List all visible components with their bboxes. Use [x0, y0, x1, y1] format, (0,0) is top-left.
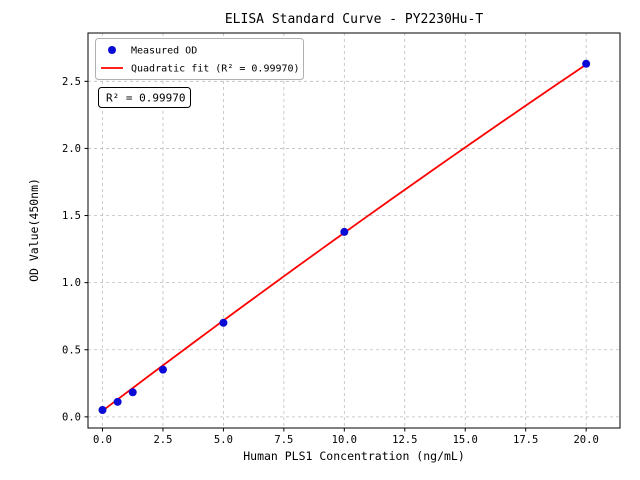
measured-od-point [98, 406, 107, 415]
gridlines [88, 33, 620, 428]
y-tick-label: 0.5 [62, 344, 81, 356]
measured-od-point [113, 397, 122, 406]
x-tick-label: 0.0 [93, 434, 112, 446]
x-tick-label: 15.0 [453, 434, 478, 446]
data-series [98, 59, 591, 415]
y-tick-label: 0.0 [62, 411, 81, 423]
measured-od-point [582, 59, 591, 68]
r-squared-annotation: R² = 0.99970 [98, 87, 191, 108]
legend: Measured OD Quadratic fit (R² = 0.99970) [95, 38, 304, 80]
chart-title: ELISA Standard Curve - PY2230Hu-T [225, 12, 483, 27]
measured-od-point [128, 388, 137, 397]
legend-label-measured-od: Measured OD [131, 46, 197, 57]
x-tick-label: 12.5 [392, 434, 417, 446]
x-tick-label: 20.0 [573, 434, 598, 446]
x-tick-label: 2.5 [153, 434, 172, 446]
r-squared-annotation-box [98, 87, 191, 108]
x-tick-label: 7.5 [274, 434, 293, 446]
y-tick-label: 1.5 [62, 210, 81, 222]
r-squared-annotation-text: R² = 0.99970 [106, 92, 185, 105]
axis-ticks: 0.0 2.5 5.0 7.5 10.0 12.5 15.0 17.5 20.0 0.0 0.5 1.… [62, 76, 599, 446]
measured-od-point [219, 318, 228, 327]
y-axis-label: OD Value(450nm) [27, 178, 41, 282]
measured-od-point [340, 227, 349, 236]
plot-frame [87, 32, 621, 429]
x-tick-label: 5.0 [214, 434, 233, 446]
x-axis-label: Human PLS1 Concentration (ng/mL) [243, 449, 465, 463]
measured-od-point [158, 365, 167, 374]
x-tick-label: 10.0 [332, 434, 357, 446]
x-tick-label: 17.5 [513, 434, 538, 446]
legend-scatter-marker-icon [108, 46, 116, 54]
legend-label-quadratic-fit: Quadratic fit (R² = 0.99970) [131, 64, 300, 75]
y-tick-label: 1.0 [62, 277, 81, 289]
legend-frame [95, 38, 304, 80]
y-tick-label: 2.0 [62, 143, 81, 155]
y-tick-label: 2.5 [62, 76, 81, 88]
